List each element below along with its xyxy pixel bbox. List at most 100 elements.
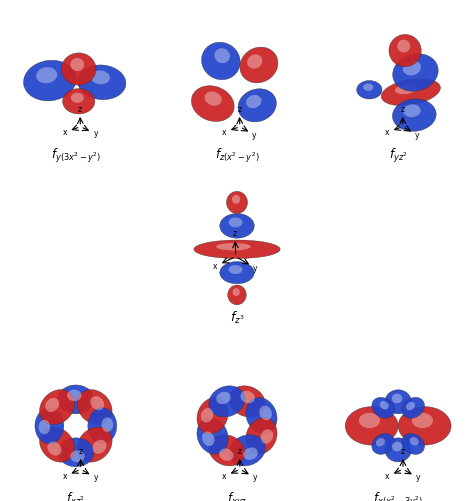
- Ellipse shape: [228, 285, 246, 305]
- Ellipse shape: [246, 418, 277, 454]
- Ellipse shape: [67, 390, 82, 401]
- Text: y: y: [93, 473, 98, 482]
- Ellipse shape: [40, 390, 75, 425]
- Ellipse shape: [101, 417, 113, 432]
- Ellipse shape: [229, 386, 265, 417]
- Ellipse shape: [78, 65, 126, 100]
- Ellipse shape: [220, 213, 254, 238]
- Ellipse shape: [216, 392, 231, 404]
- Ellipse shape: [88, 408, 117, 444]
- Text: x: x: [222, 128, 227, 137]
- Text: z: z: [78, 105, 82, 114]
- Ellipse shape: [392, 54, 438, 91]
- Ellipse shape: [92, 440, 107, 454]
- Ellipse shape: [402, 433, 425, 454]
- Ellipse shape: [238, 89, 276, 122]
- Ellipse shape: [194, 240, 280, 259]
- Ellipse shape: [381, 79, 440, 106]
- Text: $\mathit{f}_{xyz}$: $\mathit{f}_{xyz}$: [227, 491, 247, 501]
- Text: x: x: [385, 128, 389, 137]
- Ellipse shape: [201, 408, 213, 422]
- Ellipse shape: [228, 265, 243, 274]
- Ellipse shape: [385, 390, 411, 414]
- Ellipse shape: [71, 93, 84, 103]
- Ellipse shape: [205, 91, 222, 106]
- Ellipse shape: [395, 83, 419, 94]
- Ellipse shape: [70, 450, 84, 462]
- Ellipse shape: [372, 397, 394, 418]
- Ellipse shape: [233, 288, 240, 296]
- Ellipse shape: [372, 433, 394, 454]
- Ellipse shape: [227, 191, 247, 213]
- Text: y: y: [415, 130, 419, 139]
- Ellipse shape: [398, 407, 451, 445]
- Ellipse shape: [392, 442, 402, 451]
- Ellipse shape: [392, 394, 402, 403]
- Ellipse shape: [197, 398, 228, 434]
- Ellipse shape: [389, 35, 421, 67]
- Ellipse shape: [202, 431, 215, 446]
- Ellipse shape: [77, 427, 112, 462]
- Text: y: y: [253, 473, 257, 482]
- Text: z: z: [401, 447, 405, 456]
- Ellipse shape: [58, 438, 94, 467]
- Ellipse shape: [228, 217, 243, 227]
- Ellipse shape: [259, 406, 272, 420]
- Ellipse shape: [356, 81, 382, 99]
- Ellipse shape: [191, 86, 234, 121]
- Ellipse shape: [229, 435, 265, 466]
- Ellipse shape: [246, 95, 262, 108]
- Text: x: x: [63, 128, 67, 137]
- Ellipse shape: [62, 53, 96, 85]
- Ellipse shape: [36, 67, 57, 83]
- Text: $\mathit{f}_{x(x^2-3y^2)}$: $\mathit{f}_{x(x^2-3y^2)}$: [373, 491, 423, 501]
- Ellipse shape: [77, 390, 112, 425]
- Ellipse shape: [214, 48, 230, 63]
- Ellipse shape: [410, 437, 419, 445]
- Ellipse shape: [412, 413, 433, 428]
- Ellipse shape: [385, 438, 411, 462]
- Ellipse shape: [240, 47, 278, 83]
- Ellipse shape: [216, 243, 251, 250]
- Text: x: x: [385, 472, 390, 481]
- Text: x: x: [63, 472, 67, 481]
- Ellipse shape: [91, 71, 110, 84]
- Ellipse shape: [24, 60, 76, 101]
- Ellipse shape: [219, 448, 234, 461]
- Text: z: z: [233, 229, 237, 238]
- Text: $\mathit{f}_{xz^2}$: $\mathit{f}_{xz^2}$: [66, 491, 85, 501]
- Ellipse shape: [402, 397, 425, 418]
- Text: z: z: [79, 447, 82, 456]
- Text: $\mathit{f}_{yz^2}$: $\mathit{f}_{yz^2}$: [389, 147, 408, 165]
- Ellipse shape: [403, 104, 420, 117]
- Text: y: y: [252, 130, 256, 139]
- Ellipse shape: [246, 398, 277, 434]
- Ellipse shape: [380, 401, 389, 409]
- Text: y: y: [416, 473, 420, 482]
- Ellipse shape: [247, 55, 262, 69]
- Text: z: z: [237, 105, 241, 114]
- Ellipse shape: [40, 427, 75, 462]
- Ellipse shape: [35, 408, 64, 444]
- Ellipse shape: [90, 396, 104, 410]
- Ellipse shape: [45, 398, 59, 412]
- Ellipse shape: [63, 89, 95, 114]
- Ellipse shape: [201, 42, 240, 80]
- Ellipse shape: [406, 402, 415, 410]
- Text: $\mathit{f}_{z(x^2-y^2)}$: $\mathit{f}_{z(x^2-y^2)}$: [215, 147, 259, 165]
- Ellipse shape: [197, 418, 228, 454]
- Ellipse shape: [359, 413, 380, 428]
- Ellipse shape: [58, 385, 94, 414]
- Ellipse shape: [397, 40, 410, 53]
- Text: x: x: [213, 262, 218, 271]
- Text: $\mathit{f}_{y(3x^2-y^2)}$: $\mathit{f}_{y(3x^2-y^2)}$: [51, 147, 101, 165]
- Ellipse shape: [363, 84, 374, 91]
- Text: z: z: [237, 447, 241, 456]
- Ellipse shape: [376, 438, 385, 446]
- Ellipse shape: [261, 429, 273, 444]
- Ellipse shape: [345, 407, 398, 445]
- Text: y: y: [253, 264, 258, 273]
- Text: x: x: [222, 472, 227, 481]
- Ellipse shape: [209, 435, 245, 466]
- Text: y: y: [93, 129, 98, 138]
